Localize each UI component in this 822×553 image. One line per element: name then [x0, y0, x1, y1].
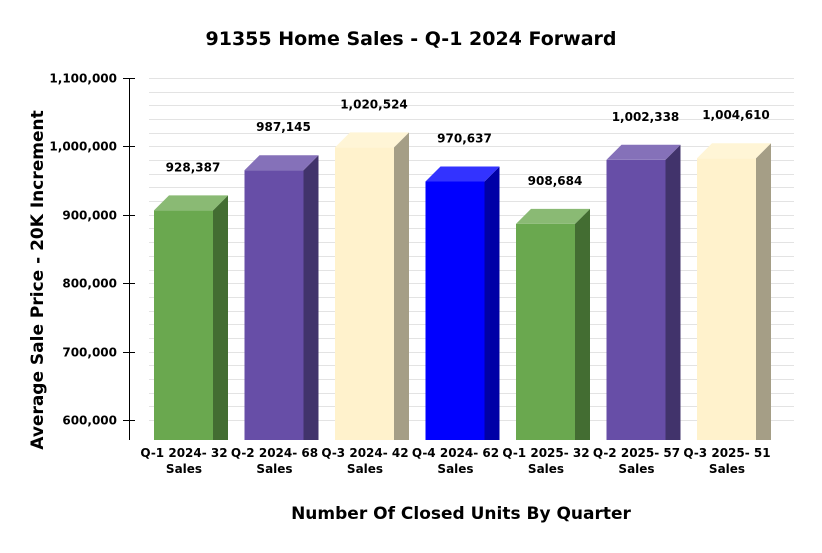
- x-category-label-line2: Sales: [256, 462, 292, 476]
- bar-value-label: 1,004,610: [702, 108, 770, 122]
- bar-front: [516, 223, 575, 440]
- x-category-label-line2: Sales: [437, 462, 473, 476]
- bar-side: [756, 143, 771, 440]
- x-category-label: Q-1 2024- 32: [140, 446, 227, 460]
- x-category-label-line2: Sales: [528, 462, 564, 476]
- x-category-label-line2: Sales: [347, 462, 383, 476]
- bar-side: [303, 155, 319, 441]
- x-category-label: Q-3 2025- 51: [683, 446, 770, 460]
- bar-side: [213, 195, 228, 440]
- bar-front: [154, 210, 213, 440]
- bar-value-label: 987,145: [256, 120, 311, 134]
- bar-value-label: 908,684: [528, 174, 583, 188]
- bar-front: [697, 158, 756, 440]
- chart-title: 91355 Home Sales - Q-1 2024 Forward: [205, 28, 617, 50]
- x-category-label-line2: Sales: [709, 462, 745, 476]
- y-tick-label: 600,000: [62, 414, 117, 428]
- x-category-label: Q-3 2024- 42: [321, 446, 408, 460]
- y-tick-label: 1,000,000: [49, 140, 117, 154]
- bar-top: [244, 155, 319, 171]
- bar-top: [335, 132, 409, 148]
- bar-front: [606, 159, 666, 440]
- y-tick-label: 900,000: [62, 209, 117, 223]
- bar-top: [697, 143, 771, 159]
- x-category-label: Q-2 2025- 57: [593, 446, 680, 460]
- x-category-label: Q-4 2024- 62: [412, 446, 499, 460]
- bar-top: [606, 144, 681, 160]
- bar-front: [244, 170, 304, 441]
- bar-side: [665, 144, 681, 440]
- bar-value-label: 1,002,338: [612, 110, 680, 124]
- y-tick-label: 800,000: [62, 277, 117, 291]
- x-category-label-line2: Sales: [618, 462, 654, 476]
- x-category-label-line2: Sales: [166, 462, 202, 476]
- bar-front: [425, 181, 485, 440]
- bar-top: [516, 208, 590, 224]
- bar-value-label: 928,387: [166, 160, 221, 174]
- x-axis-label: Number Of Closed Units By Quarter: [291, 504, 631, 524]
- bar-value-label: 970,637: [437, 131, 492, 145]
- x-category-label: Q-1 2025- 32: [502, 446, 589, 460]
- bar-side: [575, 208, 590, 440]
- bar-top: [425, 166, 500, 182]
- y-tick-label: 700,000: [62, 346, 117, 360]
- y-tick-label: 1,100,000: [49, 72, 117, 86]
- bar-front: [335, 147, 394, 441]
- bar-side: [484, 166, 500, 440]
- bar-top: [154, 195, 228, 211]
- bar-value-label: 1,020,524: [340, 97, 408, 111]
- bar-side: [394, 132, 409, 441]
- x-category-label: Q-2 2024- 68: [231, 446, 318, 460]
